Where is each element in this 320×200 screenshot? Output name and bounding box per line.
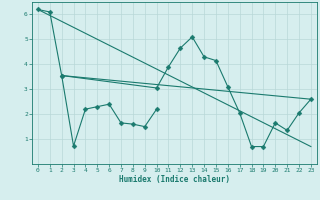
X-axis label: Humidex (Indice chaleur): Humidex (Indice chaleur) — [119, 175, 230, 184]
